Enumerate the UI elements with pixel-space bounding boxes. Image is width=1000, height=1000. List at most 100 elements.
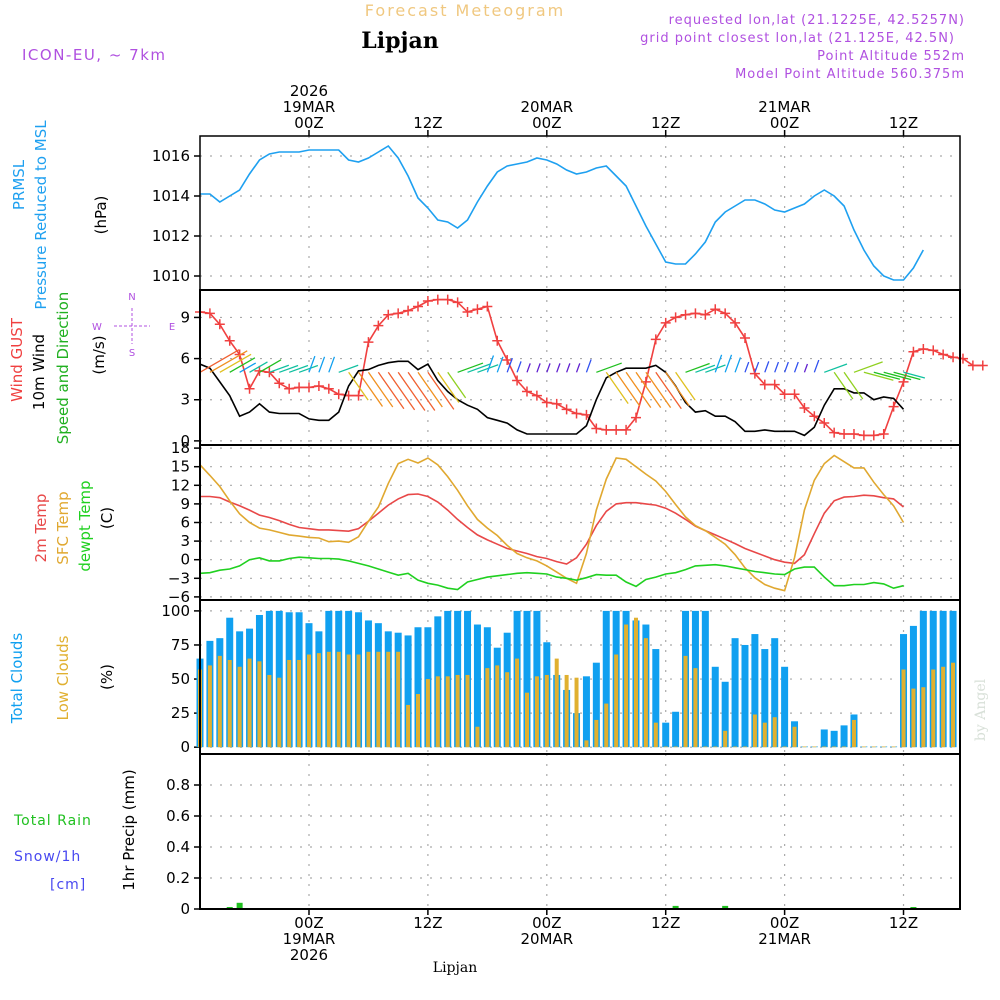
wind-direction-arrow — [338, 364, 359, 373]
wind-direction-arrow — [387, 371, 416, 411]
total-cloud-bar — [602, 610, 610, 748]
total-cloud-bar — [751, 634, 759, 748]
wind-direction-arrow — [239, 362, 257, 373]
wind-direction-arrow — [843, 371, 864, 400]
10m-wind-line — [199, 360, 905, 437]
wind-direction-arrow — [754, 361, 760, 373]
wind-direction-arrow — [457, 362, 484, 373]
wind-direction-arrow — [585, 359, 592, 373]
y-tick-label: 18 — [171, 439, 190, 457]
low-cloud-bar — [386, 651, 391, 748]
gust-marker — [442, 294, 453, 305]
gust-marker — [492, 335, 503, 346]
wind-direction-arrow — [793, 361, 799, 373]
low-cloud-bar — [931, 669, 936, 748]
y-tick-label: 0.4 — [166, 838, 190, 856]
bottom-time-label: 00Z — [294, 914, 323, 932]
wind-direction-arrow — [467, 363, 491, 373]
low-cloud-bar — [633, 617, 638, 748]
wind-direction-arrow — [358, 371, 383, 407]
low-cloud-bar — [356, 654, 361, 748]
top-time-label: 00Z — [532, 114, 561, 132]
low-cloud-bar — [435, 676, 440, 748]
low-cloud-bar — [267, 674, 272, 748]
total-cloud-bar — [820, 729, 828, 748]
compass-east: E — [169, 322, 175, 333]
y-tick-label: 3 — [180, 532, 190, 550]
wind-direction-arrow — [298, 364, 319, 373]
gust-marker — [918, 343, 929, 354]
rain-bar — [236, 902, 243, 909]
wind-direction-arrow — [526, 363, 531, 373]
wind-direction-arrow — [685, 362, 710, 373]
gust-marker — [264, 367, 275, 378]
top-time-label: 12Z — [651, 114, 680, 132]
low-cloud-bar — [594, 719, 599, 748]
gust-marker — [839, 429, 850, 440]
y-tick-label: 1016 — [152, 147, 190, 165]
wind-direction-arrow — [269, 364, 290, 373]
gust-marker — [383, 309, 394, 320]
wind-direction-arrow — [209, 350, 248, 373]
total-cloud-bar — [741, 644, 749, 748]
wind-direction-arrow — [873, 371, 901, 380]
total-cloud-bar — [840, 725, 848, 748]
wind-direction-arrow — [249, 361, 268, 373]
y-tick-label: 0.2 — [166, 869, 190, 887]
low-cloud-bar — [921, 687, 926, 748]
wind-direction-arrow — [486, 355, 495, 373]
gust-marker — [333, 389, 344, 400]
wind-direction-arrow — [546, 363, 551, 373]
gust-marker — [848, 429, 859, 440]
gust-marker — [680, 309, 691, 320]
wind-direction-arrow — [675, 371, 696, 401]
y-tick-label: 1014 — [152, 187, 190, 205]
gust-marker — [313, 381, 324, 392]
wind-direction-arrow — [635, 371, 662, 408]
gust-marker — [353, 390, 364, 401]
low-clouds-label: Low Clouds — [54, 635, 72, 720]
bottom-time-label: 12Z — [651, 914, 680, 932]
bottom-time-label: 12Z — [413, 914, 442, 932]
grid-point-coords: grid point closest lon,lat (21.125E, 42.… — [640, 31, 955, 46]
wind-direction-arrow — [824, 363, 848, 373]
gust-marker — [799, 402, 810, 413]
y-tick-label: 0 — [180, 551, 190, 569]
gust-marker — [858, 430, 869, 441]
top-time-label: 00Z — [770, 114, 799, 132]
low-cloud-bar — [217, 655, 222, 748]
gust-marker — [571, 408, 582, 419]
total-cloud-bar — [771, 638, 779, 748]
total-cloud-bar — [523, 610, 531, 748]
rain-bar — [672, 905, 679, 909]
gust-marker — [710, 304, 721, 315]
gust-marker — [928, 345, 939, 356]
total-cloud-bar — [830, 730, 838, 748]
low-cloud-bar — [564, 674, 569, 748]
low-cloud-bar — [792, 726, 797, 748]
gust-marker — [204, 308, 215, 319]
gust-marker — [393, 308, 404, 319]
low-cloud-bar — [465, 674, 470, 748]
prmsl-line — [200, 144, 925, 281]
low-cloud-bar — [287, 659, 292, 748]
low-cloud-bar — [297, 659, 302, 748]
wind-direction-arrow — [853, 361, 883, 373]
total-cloud-bar — [919, 610, 927, 748]
wind-direction-arrow — [367, 371, 394, 408]
low-cloud-bar — [515, 658, 520, 748]
y-tick-label: 1010 — [152, 267, 190, 285]
y-tick-label: 6 — [180, 350, 190, 368]
low-cloud-bar — [554, 658, 559, 748]
wind-direction-arrow — [803, 363, 809, 373]
top-time-label: 20MAR — [520, 98, 573, 116]
wind-direction-arrow — [625, 371, 652, 408]
gust-marker — [759, 379, 770, 390]
gust-marker — [601, 424, 612, 435]
low-cloud-bar — [851, 719, 856, 748]
bottom-time-label: 12Z — [889, 914, 918, 932]
y-tick-label: 1012 — [152, 227, 190, 245]
gust-marker — [888, 401, 899, 412]
gust-marker — [541, 397, 552, 408]
pressure-unit-label: (hPa) — [92, 196, 110, 235]
